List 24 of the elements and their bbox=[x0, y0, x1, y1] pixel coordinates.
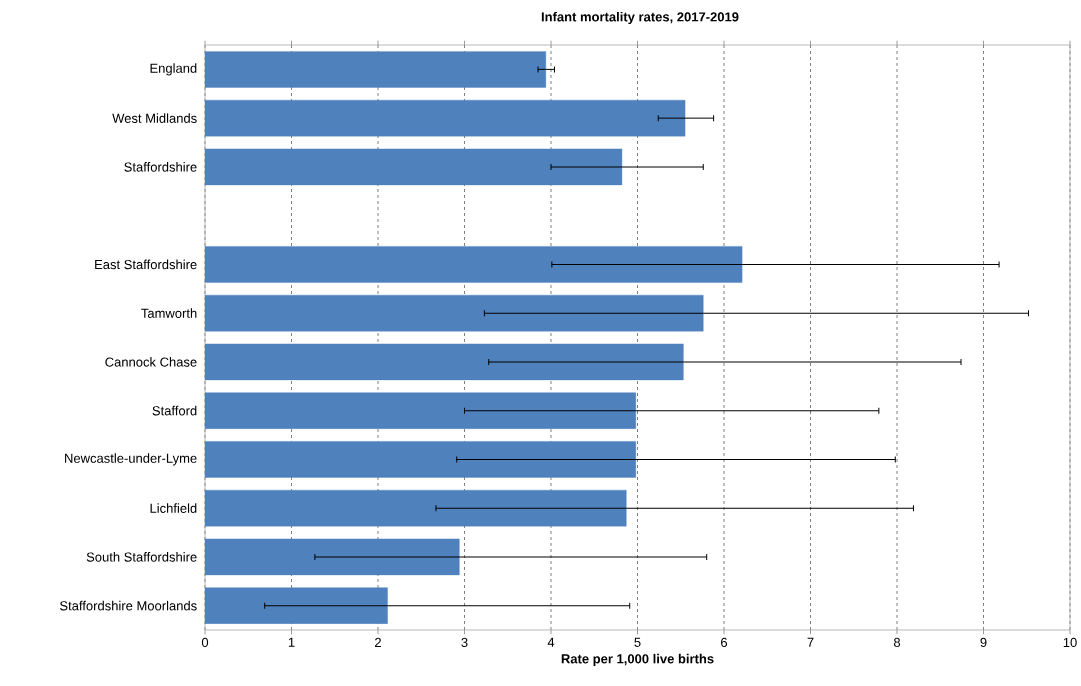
x-tick-label: 7 bbox=[807, 637, 814, 647]
y-tick-label: England bbox=[150, 63, 197, 76]
y-tick-label: East Staffordshire bbox=[95, 259, 197, 270]
x-tick-label: 0 bbox=[201, 637, 209, 648]
x-tick-label: 1 bbox=[288, 637, 295, 647]
y-tick-label: Stafford bbox=[152, 405, 197, 416]
y-tick-label: West Midlands bbox=[112, 113, 197, 123]
x-tick-label: 3 bbox=[461, 637, 468, 648]
y-tick-label: Cannock Chase bbox=[105, 357, 197, 367]
y-tick-label: Staffordshire Moorlands bbox=[60, 600, 197, 611]
y-tick-label: Newcastle-under-Lyme bbox=[65, 453, 197, 466]
x-tick-label: 8 bbox=[893, 637, 901, 648]
y-tick-label: Staffordshire bbox=[124, 162, 197, 172]
x-tick-label: 2 bbox=[375, 637, 381, 647]
y-tick-label: South Staffordshire bbox=[86, 552, 197, 562]
x-tick-label: 5 bbox=[634, 637, 641, 647]
x-tick-label: 9 bbox=[980, 637, 987, 648]
x-tick-label: 10 bbox=[1063, 637, 1077, 648]
y-tick-label: Lichfield bbox=[150, 503, 197, 513]
y-tick-label: Tamworth bbox=[141, 308, 197, 318]
chart-title: Infant mortality rates, 2017-2019 bbox=[541, 11, 739, 25]
x-tick-label: 6 bbox=[721, 637, 728, 648]
x-tick-label: 4 bbox=[547, 637, 555, 647]
x-axis-title: Rate per 1,000 live births bbox=[561, 653, 714, 666]
